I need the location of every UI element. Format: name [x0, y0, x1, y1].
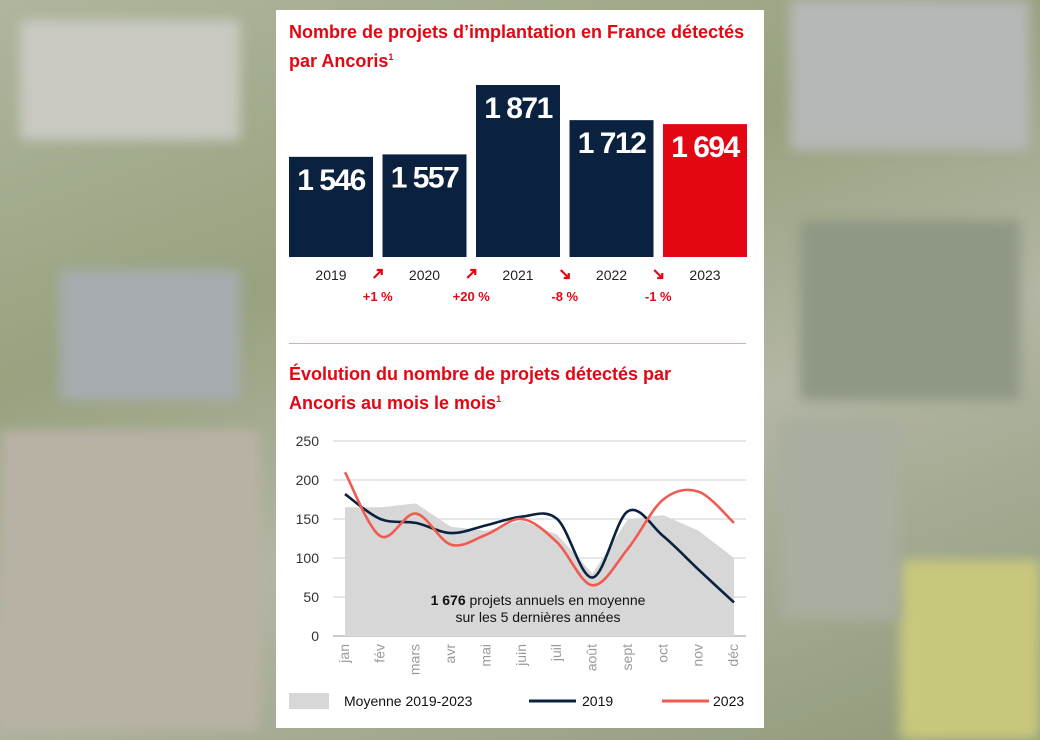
x-tick-label: nov — [690, 644, 706, 667]
arrow-down-right-icon — [559, 269, 570, 280]
bar-2020 — [382, 154, 467, 257]
trend-arrow-icon — [559, 269, 570, 280]
bar-value-label: 1 546 — [297, 164, 365, 197]
bar-value-label: 1 694 — [671, 131, 740, 164]
annotation-number: 1 676 — [431, 592, 466, 608]
legend-label-2023: 2023 — [713, 693, 744, 709]
bar-chart-title: Nombre de projets d’implantation en Fran… — [289, 22, 745, 71]
year-label: 2021 — [502, 267, 533, 283]
annotation-text: projets annuels en moyenne — [466, 592, 646, 608]
x-tick-label: juin — [513, 644, 529, 667]
x-tick-label: fév — [371, 644, 387, 663]
year-label: 2019 — [315, 267, 346, 283]
change-label: -1 % — [645, 289, 672, 304]
arrow-down-right-icon — [653, 269, 664, 280]
x-tick-label: août — [584, 644, 600, 671]
x-tick-label: déc — [725, 644, 741, 667]
legend-swatch-moyenne — [289, 693, 329, 709]
section-divider — [289, 343, 746, 344]
series-line-2023 — [343, 471, 735, 587]
bar-2022 — [569, 120, 654, 257]
line-chart: 0 50 100 150 200 250 jan fév mars avr mai juin juil a… — [289, 433, 746, 709]
year-label: 2020 — [409, 267, 440, 283]
bar-value-label: 1 871 — [484, 92, 552, 125]
infographic-panel: Nombre de projets d’implantation en Fran… — [276, 10, 764, 728]
bar-value-label: 1 712 — [578, 127, 646, 160]
legend-label-moyenne: Moyenne 2019-2023 — [344, 693, 473, 709]
average-annotation-line2: sur les 5 dernières années — [456, 609, 621, 625]
x-tick-label: mai — [477, 644, 493, 667]
series-line-2019 — [344, 492, 735, 604]
trend-arrow-icon — [653, 269, 664, 280]
change-label: -8 % — [551, 289, 578, 304]
bar-value-label: 1 557 — [391, 161, 459, 194]
change-label: +20 % — [453, 289, 491, 304]
x-tick-label: jan — [336, 644, 352, 664]
average-annotation: 1 676 projets annuels en moyenne — [431, 592, 646, 608]
bar-2021 — [476, 85, 560, 257]
y-tick-label: 100 — [296, 550, 320, 566]
x-tick-label: juil — [548, 644, 564, 662]
arrow-up-right-icon — [466, 268, 477, 279]
y-tick-label: 250 — [296, 433, 320, 449]
year-label: 2022 — [596, 267, 627, 283]
arrow-up-right-icon — [372, 268, 383, 279]
x-tick-label: mars — [407, 644, 423, 675]
x-tick-label: sept — [619, 644, 635, 671]
y-tick-label: 200 — [296, 472, 320, 488]
bar-2019 — [289, 156, 373, 257]
x-tick-label: oct — [654, 644, 670, 663]
change-label: +1 % — [363, 289, 393, 304]
x-tick-label: avr — [442, 644, 458, 664]
year-label: 2023 — [689, 267, 720, 283]
bar-chart: 1 546 2019 1 557 2020 1 871 2021 1 712 2022 1 69… — [289, 85, 747, 304]
legend-label-2019: 2019 — [582, 693, 613, 709]
y-tick-label: 50 — [303, 589, 319, 605]
trend-arrow-icon — [466, 268, 477, 279]
line-chart-title: Évolution du nombre de projets détectés … — [289, 364, 672, 413]
trend-arrow-icon — [372, 268, 383, 279]
y-tick-label: 0 — [311, 628, 319, 644]
bar-2023 — [663, 124, 747, 257]
y-tick-label: 150 — [296, 511, 320, 527]
